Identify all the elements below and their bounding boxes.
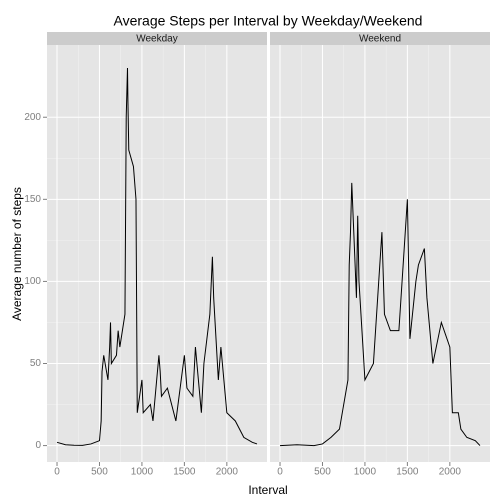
panel-background xyxy=(270,45,490,462)
x-tick-label: 1500 xyxy=(396,467,419,478)
x-axis-title: Interval xyxy=(248,483,287,497)
panel-background xyxy=(47,45,267,462)
x-tick-label: 500 xyxy=(91,467,108,478)
strip-background xyxy=(270,32,490,45)
chart-title: Average Steps per Interval by Weekday/We… xyxy=(114,13,423,29)
line xyxy=(279,182,481,447)
x-tick-label: 500 xyxy=(314,467,331,478)
y-tick-label: 200 xyxy=(24,112,41,123)
y-tick-label: 0 xyxy=(35,440,41,451)
x-tick-label: 2000 xyxy=(439,467,462,478)
x-tick-label: 0 xyxy=(54,467,60,478)
strip-label: Weekday xyxy=(136,34,178,45)
y-tick-label: 100 xyxy=(24,276,41,287)
y-tick-label: 50 xyxy=(30,358,42,369)
x-tick-label: 2000 xyxy=(216,467,239,478)
line xyxy=(56,67,258,446)
y-axis-title: Average number of steps xyxy=(10,187,24,321)
y-tick-label: 150 xyxy=(24,194,41,205)
strip-background xyxy=(47,32,267,45)
x-tick-label: 1500 xyxy=(173,467,196,478)
x-tick-label: 0 xyxy=(277,467,283,478)
strip-label: Weekend xyxy=(359,34,401,45)
x-tick-label: 1000 xyxy=(354,467,377,478)
x-tick-label: 1000 xyxy=(131,467,154,478)
